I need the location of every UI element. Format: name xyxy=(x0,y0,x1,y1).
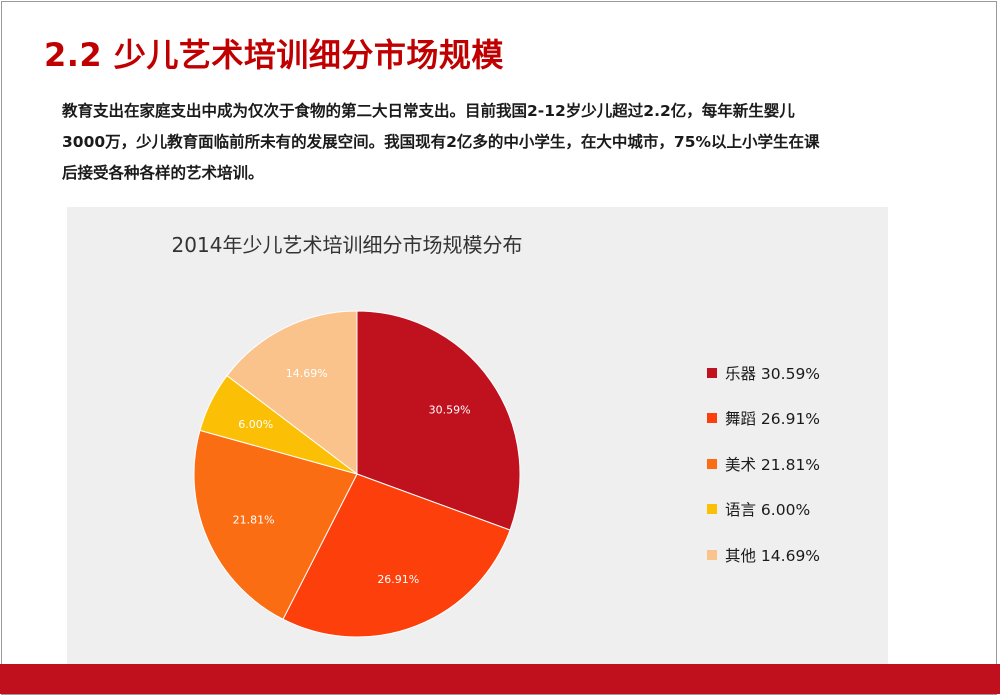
pie-slice-5 xyxy=(226,310,358,476)
pie-data-label-4: 6.00% xyxy=(238,418,273,431)
legend-label: 乐器 30.59% xyxy=(725,364,821,383)
intro-line-2: 3000万，少儿教育面临前所未有的发展空间。我国现有2亿多的中小学生，在大中城市… xyxy=(62,133,820,151)
pie-data-label-1: 30.59% xyxy=(429,403,471,416)
legend-item-2: 舞蹈 26.91% xyxy=(707,396,820,442)
legend-label: 舞蹈 26.91% xyxy=(725,410,821,429)
legend-swatch xyxy=(707,549,717,560)
pie-slice-3 xyxy=(193,429,358,620)
chart-title: 2014年少儿艺术培训细分市场规模分布 xyxy=(171,233,523,257)
legend-item-1: 乐器 30.59% xyxy=(707,350,820,396)
pie-slice-1 xyxy=(356,310,521,531)
slide-title: 2.2 少儿艺术培训细分市场规模 xyxy=(44,36,504,74)
footer-bar xyxy=(0,664,1000,694)
legend-label: 语言 6.00% xyxy=(725,501,811,520)
legend-swatch xyxy=(707,367,717,378)
chart-area: 2014年少儿艺术培训细分市场规模分布 30.59% 26.91% 21.81% 6.… xyxy=(67,207,888,667)
legend-swatch xyxy=(707,413,717,424)
pie-chart: 30.59% 26.91% 21.81% 6.00% 14.69% xyxy=(193,310,521,638)
intro-line-1: 教育支出在家庭支出中成为仅次于食物的第二大日常支出。目前我国2-12岁少儿超过2… xyxy=(62,102,795,120)
intro-line-3: 后接受各种各样的艺术培训。 xyxy=(62,164,264,182)
legend-swatch xyxy=(707,458,717,469)
pie-data-label-2: 26.91% xyxy=(377,573,419,586)
intro-paragraph: 教育支出在家庭支出中成为仅次于食物的第二大日常支出。目前我国2-12岁少儿超过2… xyxy=(62,96,942,189)
pie-slice-2 xyxy=(282,473,511,638)
legend-item-5: 其他 14.69% xyxy=(707,532,820,578)
pie-data-label-5: 14.69% xyxy=(286,367,328,380)
pie-data-label-3: 21.81% xyxy=(233,513,275,526)
legend-label: 美术 21.81% xyxy=(725,455,821,474)
legend-swatch xyxy=(707,504,717,515)
legend-item-3: 美术 21.81% xyxy=(707,441,820,487)
legend-item-4: 语言 6.00% xyxy=(707,487,820,533)
legend-label: 其他 14.69% xyxy=(725,546,821,565)
chart-legend: 乐器 30.59% 舞蹈 26.91% 美术 21.81% 语言 6.00% 其他 14… xyxy=(707,350,820,578)
